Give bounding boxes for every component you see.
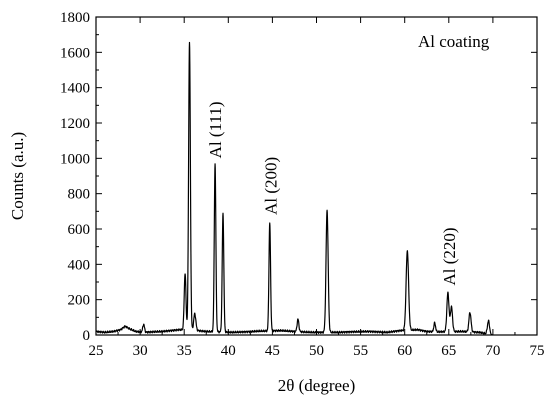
- y-axis-label: Counts (a.u.): [8, 132, 27, 220]
- x-axis-label: 2θ (degree): [278, 376, 356, 395]
- plot-area-border: [95, 16, 538, 336]
- y-tick-label: 600: [68, 222, 91, 238]
- y-tick-label: 1200: [60, 116, 90, 132]
- y-tick-label: 1000: [60, 151, 90, 167]
- x-tick-label: 60: [397, 343, 412, 359]
- x-tick-label: 50: [309, 343, 324, 359]
- y-tick-label: 1600: [60, 45, 90, 61]
- y-tick-label: 200: [68, 293, 91, 309]
- x-tick-label: 70: [485, 343, 500, 359]
- x-tick-label: 35: [177, 343, 192, 359]
- y-tick-label: 1800: [60, 10, 90, 26]
- tick-labels: 25 30 35 40 45 50 55 60 65 70 75 0 200 400 600 800 1000 1…: [60, 10, 545, 359]
- plot-frame: [95, 16, 538, 336]
- x-tick-label: 75: [530, 343, 545, 359]
- legend-label: Al coating: [418, 32, 490, 51]
- y-tick-label: 800: [68, 187, 91, 203]
- x-tick-label: 55: [353, 343, 368, 359]
- y-tick-label: 400: [68, 257, 91, 273]
- x-tick-label: 65: [441, 343, 456, 359]
- tick-marks: [95, 16, 538, 336]
- peak-annotation: Al (200): [262, 157, 281, 215]
- series-line: [95, 41, 494, 336]
- x-tick-label: 40: [221, 343, 236, 359]
- x-tick-label: 45: [265, 343, 280, 359]
- annotations: Al (111) Al (200) Al (220): [206, 102, 459, 286]
- peak-annotation: Al (111): [206, 102, 225, 159]
- x-tick-label: 30: [133, 343, 148, 359]
- y-tick-label: 1400: [60, 81, 90, 97]
- x-tick-label: 25: [89, 343, 104, 359]
- y-tick-label: 0: [83, 328, 91, 344]
- peak-annotation: Al (220): [440, 227, 459, 285]
